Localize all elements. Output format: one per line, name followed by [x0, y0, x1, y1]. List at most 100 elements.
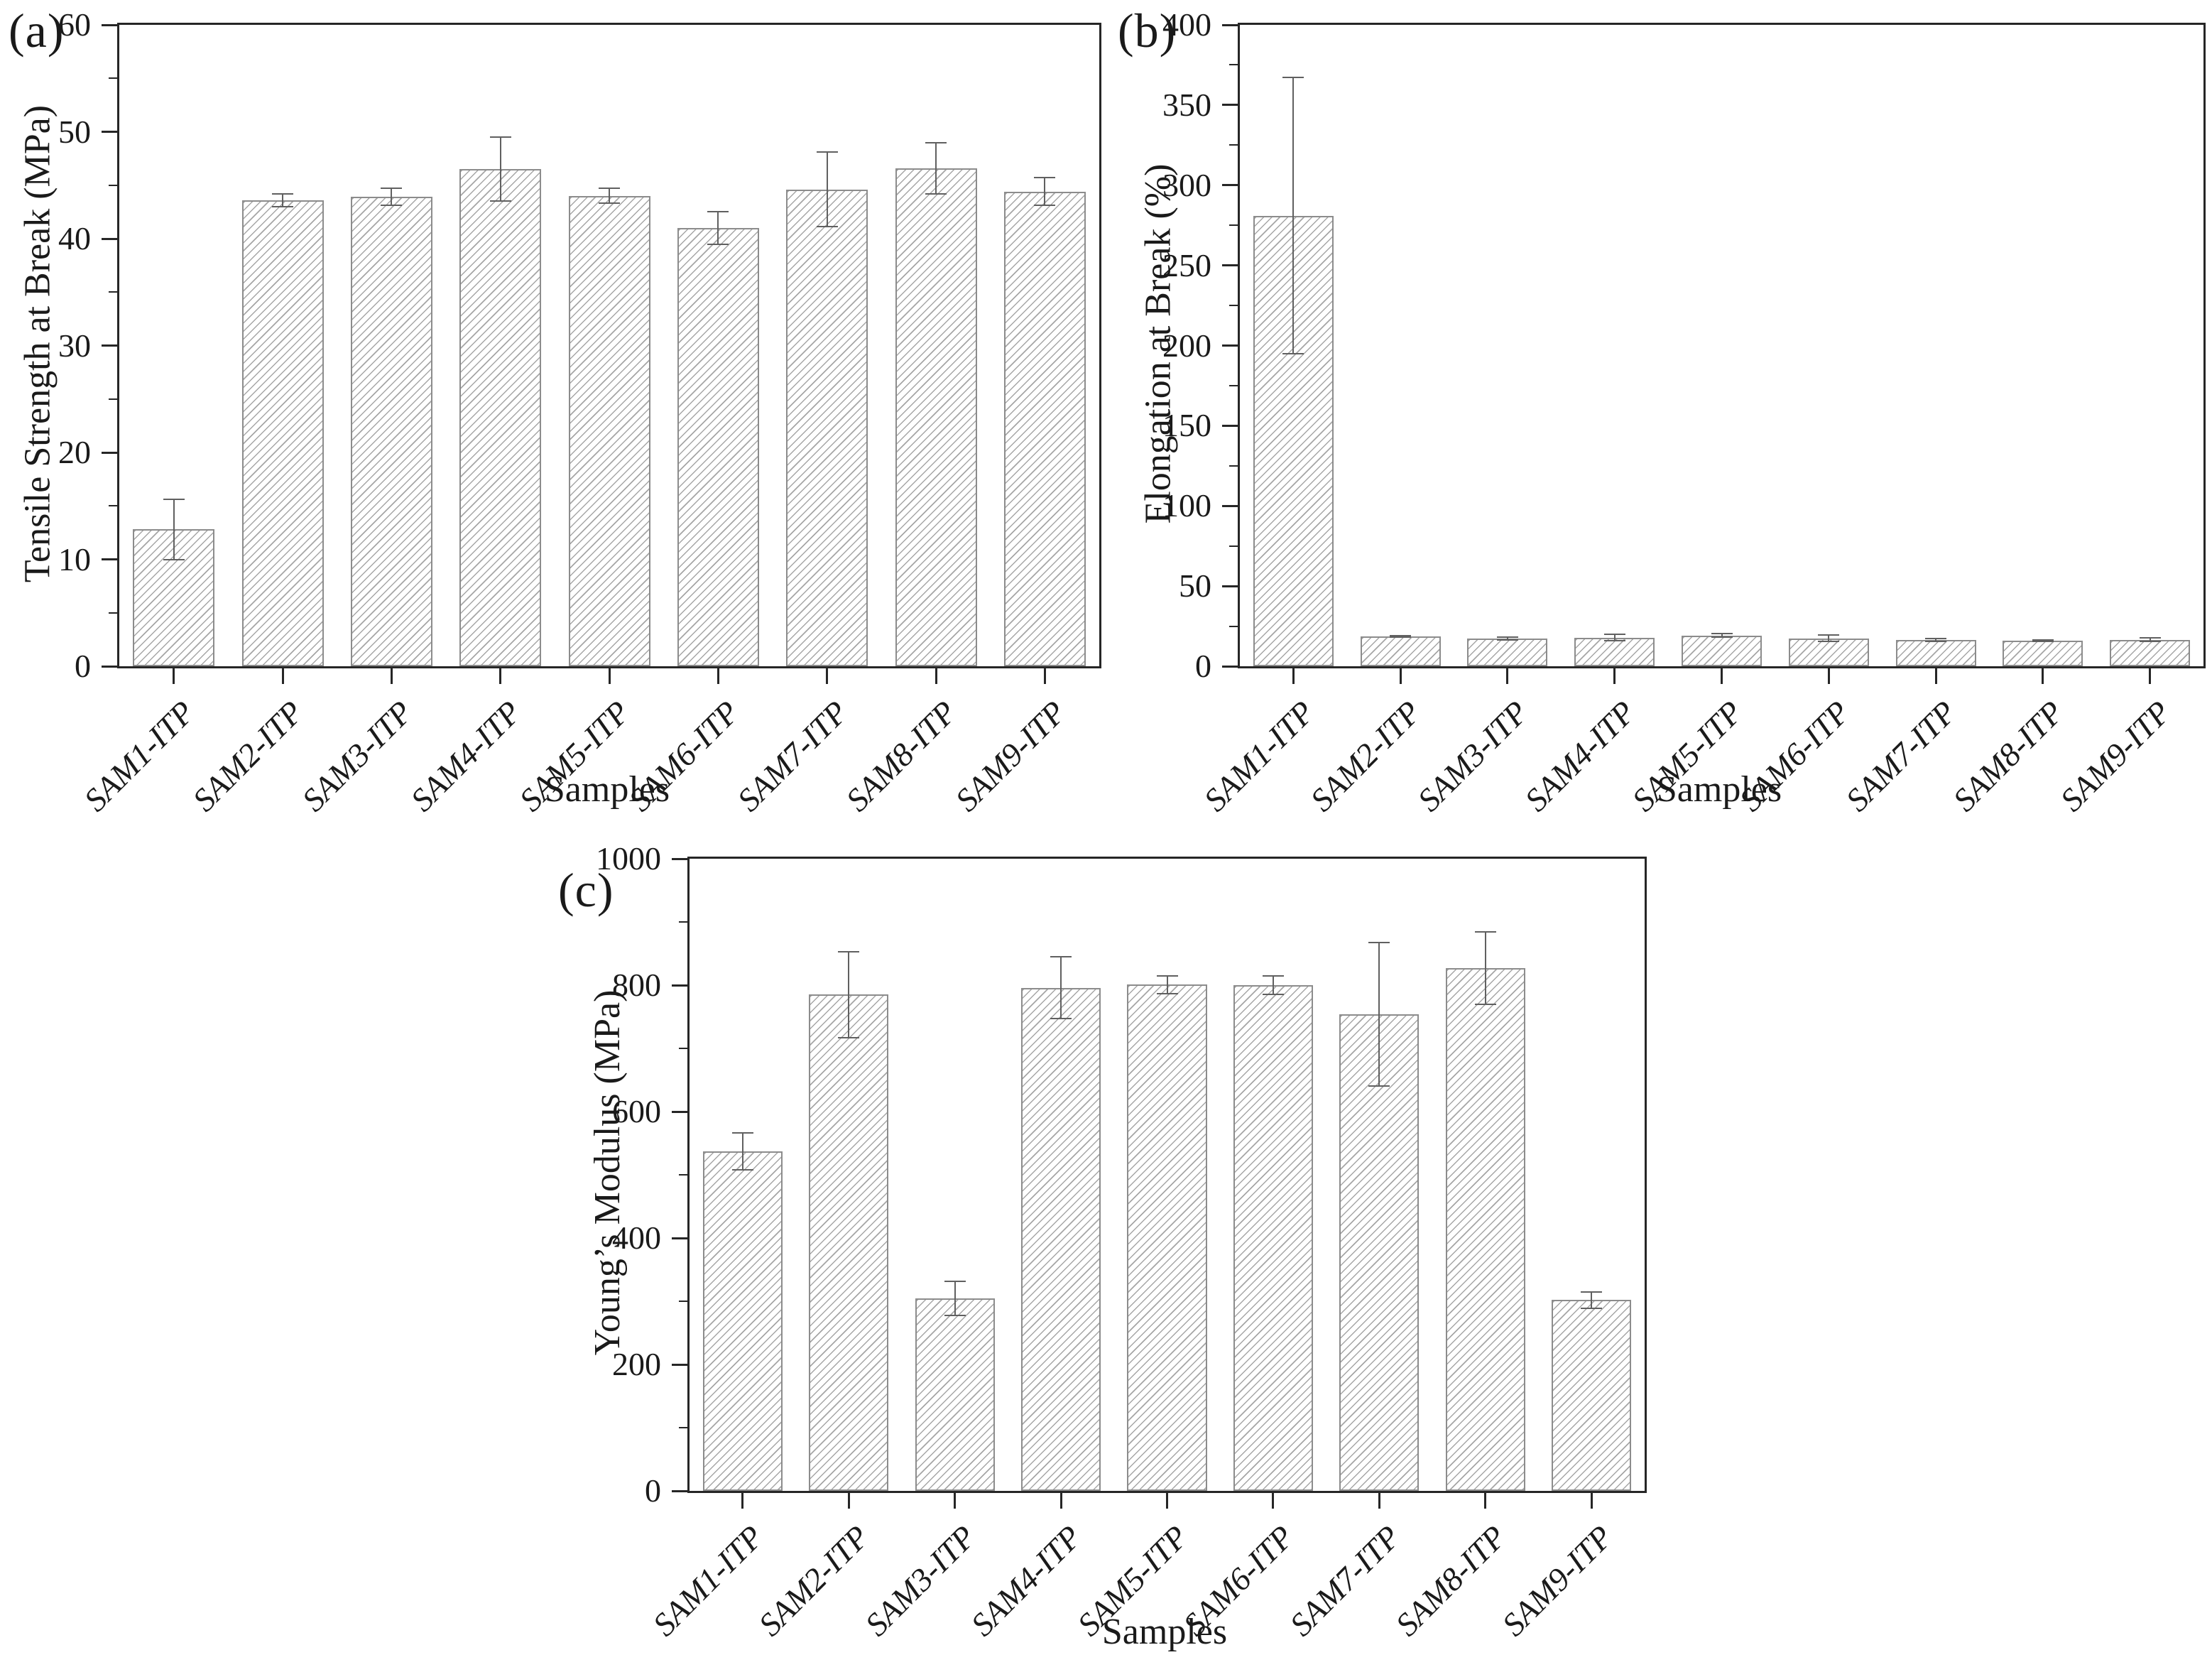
- error-bar-SAM7-ITP: [1378, 943, 1380, 1086]
- x-tick-SAM2-ITP: [847, 1493, 850, 1509]
- error-cap-bottom-SAM6-ITP: [707, 243, 729, 245]
- error-cap-top-SAM6-ITP: [707, 211, 729, 213]
- error-cap-bottom-SAM4-ITP: [1603, 640, 1625, 642]
- y-minor-tick: [109, 184, 117, 186]
- y-major-tick: [1222, 184, 1238, 187]
- y-minor-tick: [109, 398, 117, 400]
- y-major-tick: [1222, 104, 1238, 107]
- y-minor-tick: [1229, 545, 1238, 547]
- error-bar-SAM6-ITP: [1828, 635, 1830, 641]
- error-cap-bottom-SAM3-ITP: [381, 205, 403, 207]
- error-bar-SAM4-ITP: [499, 137, 501, 202]
- bar-SAM6-ITP: [677, 227, 759, 666]
- error-cap-top-SAM7-ITP: [816, 151, 838, 153]
- x-tick-SAM7-ITP: [1934, 668, 1937, 684]
- error-cap-top-SAM9-ITP: [1581, 1291, 1603, 1293]
- error-bar-SAM5-ITP: [1721, 634, 1723, 638]
- y-major-tick: [102, 131, 117, 133]
- y-minor-tick: [109, 291, 117, 293]
- y-major-tick: [672, 1237, 687, 1239]
- y-tick-label: 250: [1162, 246, 1211, 283]
- panel-label-b: (b): [1118, 4, 1177, 58]
- y-tick-label: 300: [1162, 166, 1211, 203]
- y-minor-tick: [109, 77, 117, 80]
- x-tick-label-text: SAM9-ITP: [1494, 1518, 1620, 1643]
- x-tick-SAM6-ITP: [1827, 668, 1830, 684]
- y-major-tick: [672, 1110, 687, 1113]
- bar-SAM1-ITP: [702, 1151, 783, 1491]
- x-tick-label-text: SAM3-ITP: [858, 1518, 983, 1643]
- error-cap-bottom-SAM2-ITP: [272, 205, 293, 207]
- x-tick-SAM7-ITP: [1378, 1493, 1380, 1509]
- error-cap-bottom-SAM1-ITP: [731, 1168, 753, 1171]
- bar-SAM5-ITP: [568, 195, 650, 666]
- bar-SAM4-ITP: [1021, 987, 1101, 1491]
- bar-SAM2-ITP: [809, 994, 889, 1491]
- bar-SAM9-ITP: [2110, 639, 2191, 666]
- y-major-tick: [1222, 665, 1238, 668]
- error-cap-top-SAM2-ITP: [1390, 634, 1412, 636]
- x-tick-label-text: SAM1-ITP: [77, 693, 202, 818]
- error-cap-bottom-SAM2-ITP: [1390, 636, 1412, 639]
- error-cap-top-SAM6-ITP: [1262, 975, 1284, 977]
- y-minor-tick: [1229, 305, 1238, 307]
- y-major-tick: [672, 1489, 687, 1492]
- error-cap-bottom-SAM6-ITP: [1818, 641, 1840, 642]
- x-tick-label-text: SAM8-ITP: [839, 693, 964, 818]
- y-tick-label: 200: [612, 1346, 661, 1382]
- bar-SAM7-ITP: [786, 189, 868, 666]
- y-minor-tick: [1229, 144, 1238, 146]
- error-bar-SAM6-ITP: [1272, 975, 1274, 995]
- error-cap-top-SAM3-ITP: [381, 188, 403, 190]
- bar-SAM6-ITP: [1788, 638, 1869, 666]
- error-cap-bottom-SAM8-ITP: [1474, 1003, 1496, 1005]
- y-minor-tick: [679, 1427, 687, 1428]
- y-tick-label: 800: [612, 967, 661, 1003]
- y-major-tick: [1222, 424, 1238, 427]
- y-minor-tick: [109, 612, 117, 614]
- x-tick-SAM3-ITP: [390, 668, 393, 684]
- error-cap-top-SAM4-ITP: [1050, 955, 1072, 957]
- error-bar-SAM7-ITP: [1935, 639, 1937, 641]
- plot-area-c: 0 200 400 600 800 1000 SAM1-ITP SAM2-ITP SAM3-IT…: [596, 840, 1647, 1643]
- error-cap-bottom-SAM5-ITP: [1711, 636, 1733, 639]
- bar-SAM3-ITP: [1467, 639, 1548, 666]
- x-tick-label-text: SAM8-ITP: [1946, 693, 2071, 818]
- y-tick-label: 0: [75, 648, 91, 684]
- x-tick-SAM3-ITP: [1506, 668, 1509, 684]
- error-bar-SAM3-ITP: [391, 188, 393, 206]
- error-bar-SAM8-ITP: [1484, 932, 1486, 1004]
- error-cap-bottom-SAM5-ITP: [1156, 992, 1178, 994]
- bar-SAM4-ITP: [459, 169, 542, 666]
- y-tick-label: 60: [58, 6, 91, 43]
- y-tick-label: 40: [58, 220, 91, 256]
- y-major-tick: [1222, 585, 1238, 587]
- error-cap-bottom-SAM7-ITP: [1368, 1085, 1390, 1087]
- bar-SAM9-ITP: [1003, 191, 1086, 666]
- bar-SAM8-ITP: [2003, 641, 2083, 666]
- error-cap-top-SAM3-ITP: [1496, 636, 1518, 639]
- error-bar-SAM5-ITP: [609, 188, 610, 204]
- y-minor-tick: [679, 1048, 687, 1049]
- y-minor-tick: [679, 921, 687, 923]
- y-minor-tick: [1229, 384, 1238, 386]
- error-cap-top-SAM5-ITP: [1156, 975, 1178, 977]
- bar-SAM2-ITP: [1360, 636, 1441, 666]
- error-cap-top-SAM1-ITP: [731, 1132, 753, 1134]
- y-minor-tick: [679, 1301, 687, 1302]
- error-cap-bottom-SAM1-ITP: [1282, 352, 1304, 354]
- bar-SAM8-ITP: [1445, 967, 1525, 1491]
- error-cap-top-SAM2-ITP: [838, 950, 860, 952]
- bar-SAM6-ITP: [1233, 985, 1313, 1491]
- y-major-tick: [102, 665, 117, 668]
- x-tick-SAM3-ITP: [954, 1493, 957, 1509]
- error-cap-top-SAM9-ITP: [1034, 177, 1056, 179]
- y-tick-label: 1000: [596, 840, 661, 876]
- error-cap-top-SAM3-ITP: [944, 1280, 966, 1282]
- y-major-tick: [1222, 504, 1238, 507]
- bar-SAM9-ITP: [1552, 1300, 1632, 1491]
- x-tick-SAM2-ITP: [1399, 668, 1402, 684]
- error-cap-top-SAM1-ITP: [163, 499, 185, 501]
- error-cap-bottom-SAM4-ITP: [489, 200, 511, 202]
- error-cap-top-SAM4-ITP: [489, 136, 511, 139]
